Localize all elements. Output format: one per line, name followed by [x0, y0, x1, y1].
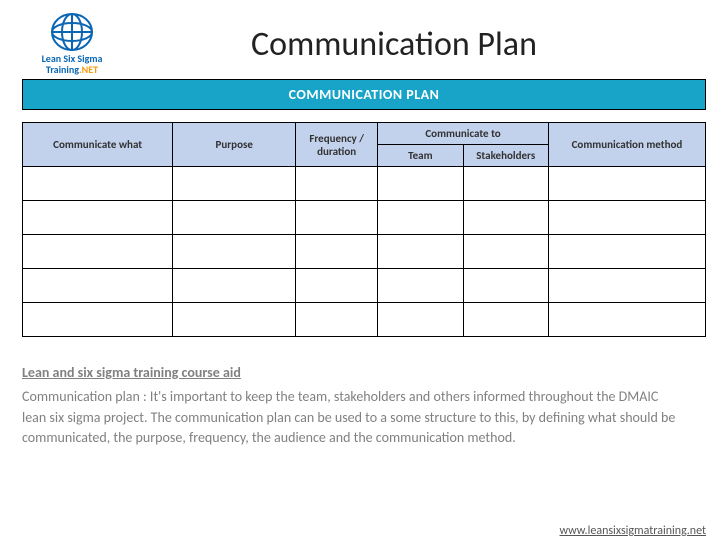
table-cell: [23, 167, 173, 201]
table-cell: [173, 269, 296, 303]
table-cell: [378, 167, 463, 201]
table-cell: [23, 235, 173, 269]
table-cell: [173, 201, 296, 235]
table-row: [23, 167, 706, 201]
col-header-stakeholders: Stakeholders: [463, 145, 548, 167]
communication-plan-table: Communicate what Purpose Frequency / dur…: [22, 122, 706, 337]
footer-body: Communication plan : It's important to k…: [22, 387, 678, 448]
table-cell: [23, 303, 173, 337]
table-cell: [296, 269, 378, 303]
table-cell: [463, 269, 548, 303]
table-cell: [463, 235, 548, 269]
table-cell: [296, 235, 378, 269]
table-cell: [296, 303, 378, 337]
table-cell: [296, 167, 378, 201]
table-cell: [296, 201, 378, 235]
footer: Lean and six sigma training course aid C…: [22, 363, 706, 448]
table-row: [23, 303, 706, 337]
table-cell: [548, 167, 705, 201]
table-cell: [378, 269, 463, 303]
footer-link[interactable]: www.leansixsigmatraining.net: [560, 524, 707, 538]
col-header-team: Team: [378, 145, 463, 167]
table-cell: [463, 167, 548, 201]
table-cell: [548, 201, 705, 235]
header: Lean Six Sigma Training.NET Communicatio…: [22, 18, 706, 75]
table-cell: [173, 303, 296, 337]
col-header-what: Communicate what: [23, 123, 173, 167]
table-cell: [463, 201, 548, 235]
table-cell: [463, 303, 548, 337]
table-cell: [378, 201, 463, 235]
table-cell: [173, 235, 296, 269]
table-row: [23, 269, 706, 303]
footer-heading: Lean and six sigma training course aid: [22, 363, 678, 383]
table-cell: [548, 269, 705, 303]
table-cell: [548, 235, 705, 269]
logo-line2: Training: [46, 63, 79, 76]
page-title: Communication Plan: [82, 24, 706, 65]
table-row: [23, 201, 706, 235]
col-header-comm-to: Communicate to: [378, 123, 549, 145]
table-cell: [23, 201, 173, 235]
col-header-frequency: Frequency / duration: [296, 123, 378, 167]
col-header-method: Communication method: [548, 123, 705, 167]
table-header: Communicate what Purpose Frequency / dur…: [23, 123, 706, 167]
table-banner: COMMUNICATION PLAN: [22, 79, 706, 110]
col-header-purpose: Purpose: [173, 123, 296, 167]
page-root: Lean Six Sigma Training.NET Communicatio…: [0, 0, 728, 546]
table-cell: [23, 269, 173, 303]
table-cell: [378, 303, 463, 337]
table-body: [23, 167, 706, 337]
table-cell: [378, 235, 463, 269]
table-cell: [173, 167, 296, 201]
table-row: [23, 235, 706, 269]
table-cell: [548, 303, 705, 337]
